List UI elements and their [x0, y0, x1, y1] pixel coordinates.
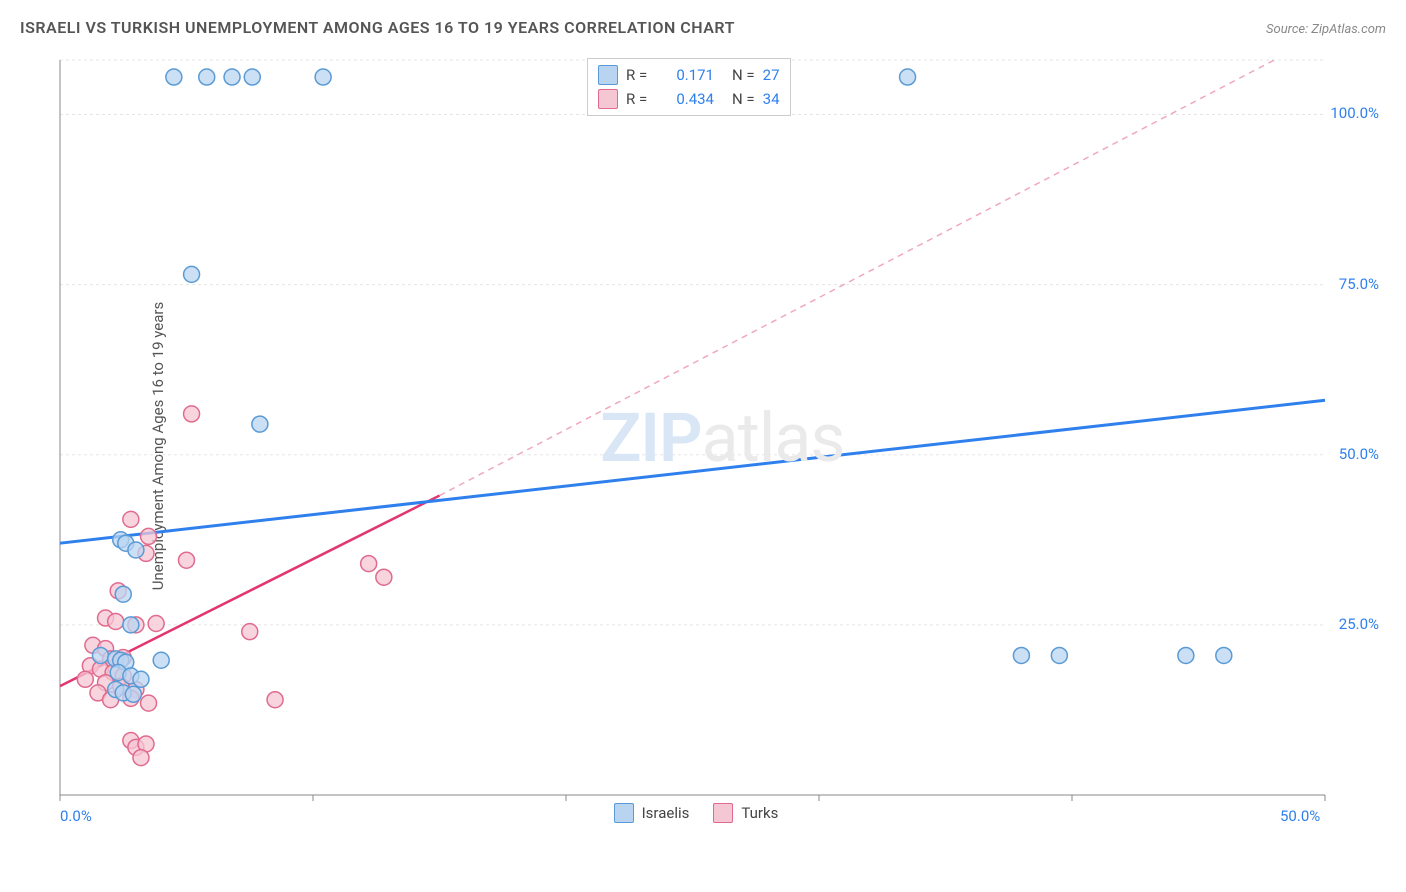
correlation-legend-row: R = 0.171 N = 27 — [598, 63, 780, 87]
chart-svg — [55, 50, 1385, 840]
x-tick-label: 0.0% — [60, 807, 92, 825]
correlation-legend-row: R = 0.434 N = 34 — [598, 87, 780, 111]
legend-n-label: N = — [732, 66, 755, 84]
legend-r-label: R = — [626, 90, 656, 108]
series-legend-label: Israelis — [642, 804, 690, 822]
chart-plot-area: ZIPatlas R =0.171N =27R =0.434N =34 Isra… — [55, 50, 1385, 840]
chart-title: ISRAELI VS TURKISH UNEMPLOYMENT AMONG AG… — [20, 18, 735, 37]
series-legend: Israelis Turks — [614, 803, 779, 823]
legend-swatch — [614, 803, 634, 823]
legend-swatch — [598, 65, 618, 85]
legend-n-value: 27 — [763, 66, 780, 84]
series-legend-label: Turks — [741, 804, 778, 822]
y-tick-label: 50.0% — [1339, 445, 1379, 463]
y-tick-label: 100.0% — [1330, 104, 1379, 122]
series-legend-item: Turks — [713, 803, 778, 823]
y-tick-label: 25.0% — [1339, 615, 1379, 633]
legend-swatch — [713, 803, 733, 823]
series-legend-item: Israelis — [614, 803, 690, 823]
source-attribution: Source: ZipAtlas.com — [1266, 22, 1386, 37]
legend-r-value: 0.434 — [664, 90, 714, 108]
y-tick-label: 75.0% — [1339, 275, 1379, 293]
legend-r-label: R = — [626, 66, 656, 84]
correlation-legend: R = 0.171 N = 27 R = 0.434 N = 34 — [587, 58, 791, 116]
legend-swatch — [598, 89, 618, 109]
legend-n-label: N = — [732, 90, 755, 108]
x-tick-label: 50.0% — [1280, 807, 1320, 825]
legend-n-value: 34 — [763, 90, 780, 108]
legend-r-value: 0.171 — [664, 66, 714, 84]
